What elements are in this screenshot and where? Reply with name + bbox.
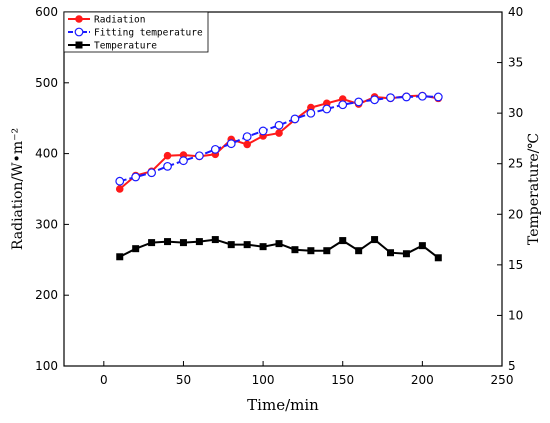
data-point: [370, 95, 379, 105]
y-tick-label-left: 600: [35, 5, 58, 19]
data-point: [434, 254, 442, 262]
x-tick-label: 50: [176, 373, 191, 387]
data-point: [211, 236, 219, 244]
y-tick-label-right: 10: [508, 308, 523, 322]
data-point: [163, 161, 172, 171]
axes-layer: 0 50 100 150 200 250 100 200 300 400 500 600 5 10 15 20…: [35, 5, 523, 387]
y-tick-label-right: 40: [508, 5, 523, 19]
y-tick-label-right: 35: [508, 56, 523, 70]
data-point: [418, 242, 426, 250]
y-tick-label-left: 500: [35, 76, 58, 90]
data-point: [242, 132, 252, 142]
y-tick-label-left: 400: [35, 147, 58, 161]
y-tick-label-right: 30: [508, 106, 523, 120]
legend: Radiation Fitting temperature Temperature: [63, 11, 209, 53]
data-point: [307, 247, 315, 255]
legend-marker-temperature: [75, 41, 83, 49]
data-point: [259, 243, 267, 251]
data-point: [306, 108, 316, 118]
data-point: [387, 249, 395, 257]
data-point: [275, 129, 283, 137]
data-point: [194, 151, 204, 161]
legend-marker-radiation: [75, 15, 83, 23]
data-point: [291, 246, 299, 254]
data-point: [258, 126, 268, 136]
data-point: [339, 237, 347, 245]
y-tick-label-right: 25: [508, 157, 523, 171]
data-point: [354, 97, 364, 107]
data-point: [386, 93, 395, 103]
legend-label-fitting-temperature: Fitting temperature: [94, 28, 203, 39]
series-line-fitting-temperature: [119, 95, 439, 183]
x-tick-label: 200: [411, 373, 434, 387]
series-layer: [115, 91, 443, 262]
data-point: [179, 156, 188, 166]
legend-label-temperature: Temperature: [94, 41, 157, 52]
data-point: [163, 151, 172, 160]
data-point: [195, 238, 203, 246]
data-point: [275, 240, 283, 248]
data-point: [148, 239, 156, 247]
data-point: [274, 120, 284, 130]
y-tick-label-right: 5: [508, 359, 516, 373]
y-axis-label-right: Temperature/℃: [526, 133, 542, 245]
y-tick-label-left: 200: [35, 288, 58, 302]
x-tick-label: 0: [100, 373, 108, 387]
data-point: [132, 245, 140, 253]
data-point: [210, 144, 220, 154]
x-tick-label: 150: [331, 373, 354, 387]
series-temperature: [116, 236, 442, 262]
data-point: [290, 114, 300, 124]
data-point: [227, 241, 235, 249]
data-point: [115, 185, 124, 193]
series-fitting-temperature: [115, 91, 443, 186]
legend-label-radiation: Radiation: [94, 15, 145, 26]
data-point: [116, 253, 124, 261]
data-point: [164, 238, 172, 246]
data-point: [433, 92, 443, 102]
data-point: [147, 168, 157, 178]
y-tick-label-right: 20: [508, 207, 523, 221]
legend-marker-fitting-temperature: [74, 27, 84, 37]
plot-frame: [63, 11, 503, 367]
data-point: [323, 247, 331, 255]
data-point: [402, 92, 411, 102]
data-point: [115, 176, 125, 186]
data-point: [226, 139, 236, 149]
y-axis-label-left: Radiation/W•m⁻²: [10, 128, 26, 250]
data-point: [402, 250, 410, 258]
data-point: [131, 172, 141, 182]
data-point: [243, 241, 251, 249]
data-point: [355, 247, 363, 255]
data-point: [179, 239, 187, 247]
y-tick-label-right: 15: [508, 258, 523, 272]
data-point: [243, 140, 251, 149]
x-tick-label: 250: [491, 373, 514, 387]
x-axis-label: Time/min: [247, 396, 319, 414]
y-tick-label-left: 100: [35, 359, 58, 373]
data-point: [371, 236, 379, 244]
data-point: [338, 100, 348, 110]
data-point: [417, 91, 427, 101]
y-tick-label-left: 300: [35, 217, 58, 231]
data-point: [322, 104, 332, 114]
x-tick-label: 100: [252, 373, 275, 387]
